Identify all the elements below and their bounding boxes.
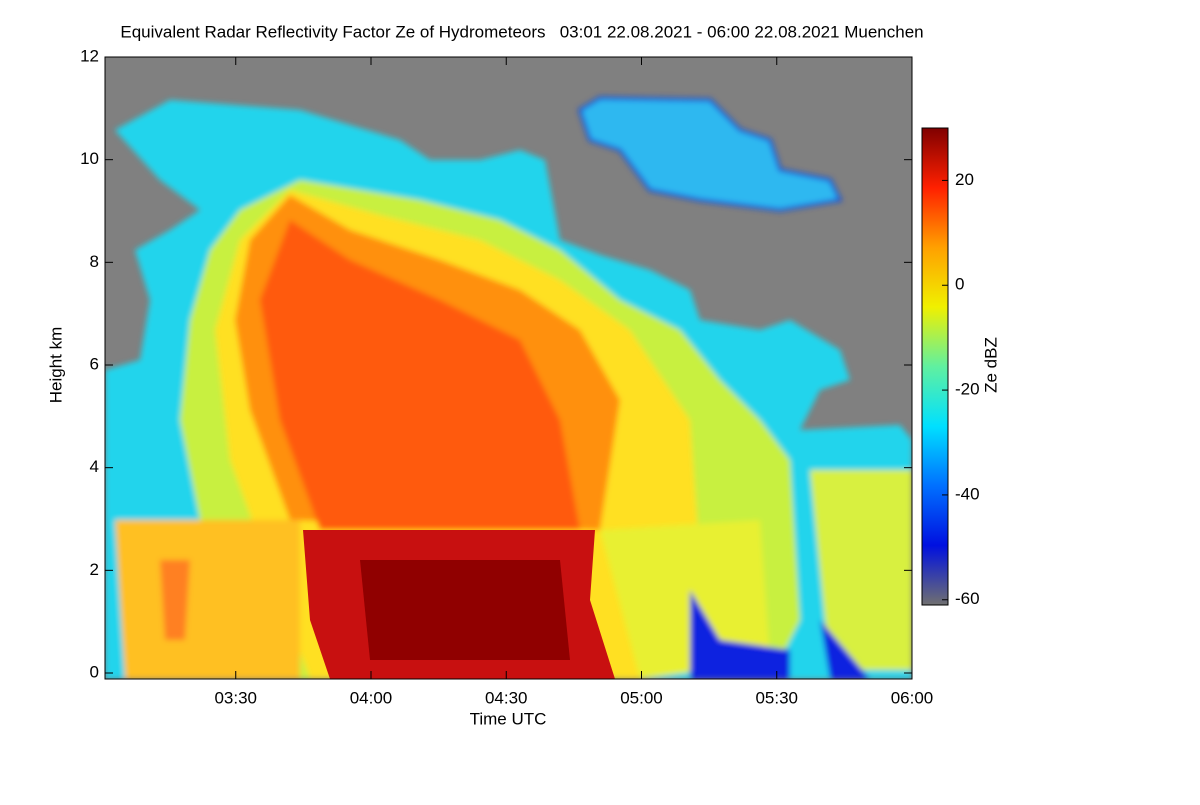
x-tick-label: 04:00 [350, 688, 393, 707]
y-tick-label: 12 [80, 46, 99, 65]
x-axis-label: Time UTC [470, 709, 547, 728]
colorbar-tick-label: -40 [955, 484, 980, 503]
x-tick-label: 05:00 [620, 688, 663, 707]
x-tick-label: 03:30 [214, 688, 257, 707]
x-tick-label: 06:00 [891, 688, 934, 707]
y-tick-label: 8 [90, 252, 99, 271]
chart-title: Equivalent Radar Reflectivity Factor Ze … [120, 22, 923, 41]
y-tick-label: 10 [80, 149, 99, 168]
y-tick-label: 6 [90, 354, 99, 373]
colorbar-tick-label: -60 [955, 589, 980, 608]
colorbar-tick-label: -20 [955, 380, 980, 399]
colorbar [921, 127, 949, 606]
x-tick-label: 04:30 [485, 688, 528, 707]
y-tick-label: 4 [90, 457, 99, 476]
radar-field [105, 57, 912, 679]
colorbar-tick-label: 20 [955, 170, 974, 189]
y-tick-label: 0 [90, 662, 99, 681]
plot-frame [104, 56, 913, 680]
colorbar-label: Ze dBZ [981, 337, 1000, 393]
x-tick-label: 05:30 [755, 688, 798, 707]
y-tick-label: 2 [90, 560, 99, 579]
colorbar-tick-label: 0 [955, 275, 964, 294]
y-axis-label: Height km [46, 327, 65, 404]
